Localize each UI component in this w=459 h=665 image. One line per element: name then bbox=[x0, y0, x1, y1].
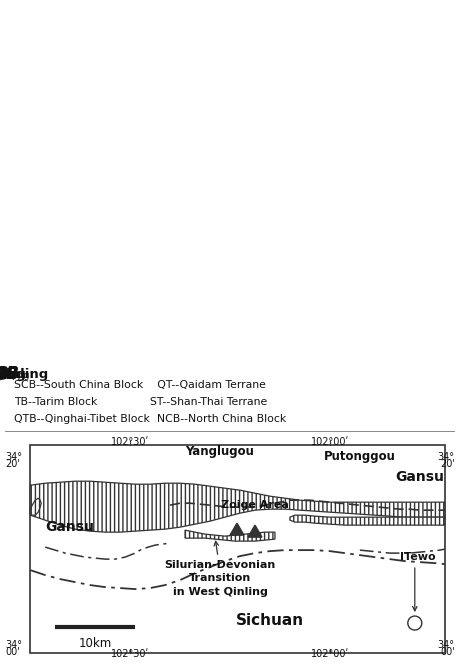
Text: 34°: 34° bbox=[5, 452, 22, 462]
Text: QTB: QTB bbox=[0, 366, 18, 382]
Text: SCB: SCB bbox=[0, 364, 20, 382]
Text: Zoige Area: Zoige Area bbox=[221, 500, 288, 510]
Polygon shape bbox=[30, 498, 41, 515]
Text: 102°30ʹ: 102°30ʹ bbox=[111, 438, 149, 448]
Text: West Qinling: West Qinling bbox=[0, 368, 48, 381]
Text: Gansu: Gansu bbox=[45, 520, 95, 534]
Text: SCB--South China Block    QT--Qaidam Terrane: SCB--South China Block QT--Qaidam Terran… bbox=[14, 380, 265, 390]
Text: NCB: NCB bbox=[0, 366, 19, 381]
Polygon shape bbox=[30, 481, 444, 532]
Text: TB--Tarim Block               ST--Shan-Thai Terrane: TB--Tarim Block ST--Shan-Thai Terrane bbox=[14, 397, 266, 407]
Text: ST: ST bbox=[0, 368, 11, 382]
Text: Beijing: Beijing bbox=[0, 368, 27, 381]
Polygon shape bbox=[247, 525, 261, 537]
Text: Oujing: Oujing bbox=[1, 372, 30, 380]
Text: 230km: 230km bbox=[0, 371, 21, 381]
Text: 00': 00' bbox=[439, 647, 454, 657]
Text: QTB--Qinghai-Tibet Block  NCB--North China Block: QTB--Qinghai-Tibet Block NCB--North Chin… bbox=[14, 414, 285, 424]
Polygon shape bbox=[230, 523, 243, 535]
Text: 102°30ʹ: 102°30ʹ bbox=[111, 649, 149, 659]
Text: 00': 00' bbox=[5, 647, 20, 657]
Text: Silurian-Devonian
Transition
in West Qinling: Silurian-Devonian Transition in West Qin… bbox=[164, 560, 275, 597]
Text: *Yulin: *Yulin bbox=[1, 372, 27, 380]
Text: 20': 20' bbox=[5, 460, 20, 469]
Text: 34°: 34° bbox=[437, 452, 454, 462]
Text: Gansu: Gansu bbox=[394, 470, 443, 484]
Text: 20': 20' bbox=[439, 460, 454, 469]
Text: Sichuan: Sichuan bbox=[235, 612, 303, 628]
Text: QT: QT bbox=[0, 368, 11, 382]
Text: 34°: 34° bbox=[437, 640, 454, 650]
Polygon shape bbox=[289, 515, 444, 525]
Text: 102°00ʹ: 102°00ʹ bbox=[310, 438, 348, 448]
Polygon shape bbox=[185, 530, 274, 541]
Bar bbox=[30, 446, 444, 653]
Text: TB: TB bbox=[0, 367, 11, 381]
Text: Putonggou: Putonggou bbox=[323, 450, 395, 464]
Text: Yanglugou: Yanglugou bbox=[185, 446, 254, 458]
Text: 34°: 34° bbox=[5, 640, 22, 650]
Text: ITewo: ITewo bbox=[399, 552, 435, 562]
Text: 102°00ʹ: 102°00ʹ bbox=[310, 649, 348, 659]
Text: 10km: 10km bbox=[78, 637, 112, 650]
